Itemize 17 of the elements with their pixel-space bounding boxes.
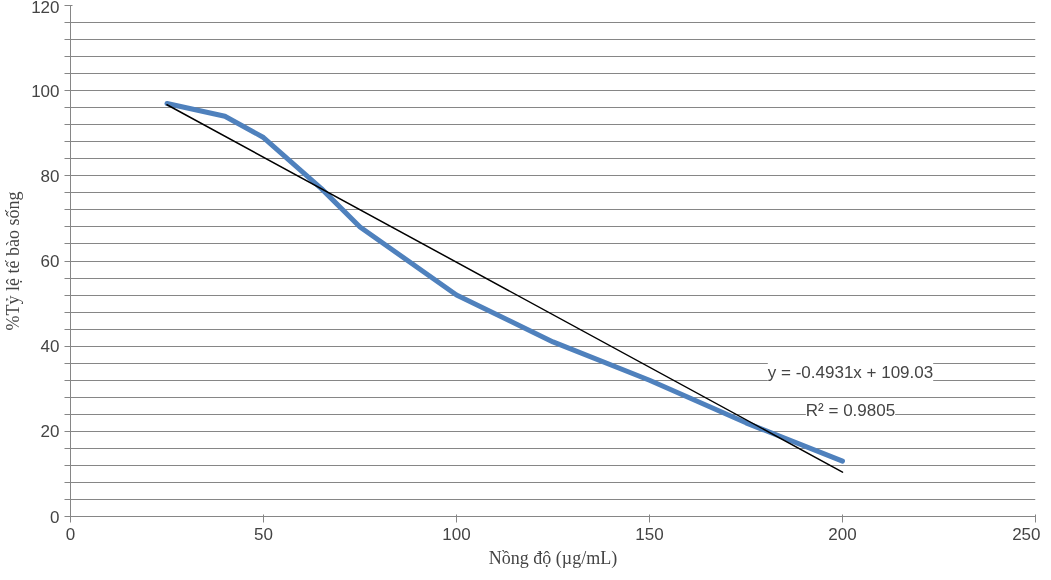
x-tick-label: 150 xyxy=(635,524,664,544)
annotation: R² = 0.9805 xyxy=(805,400,896,420)
annotation: y = -0.4931x + 109.03 xyxy=(767,362,934,382)
x-tick-label: 250 xyxy=(1012,524,1041,544)
x-tick-label: 0 xyxy=(65,524,76,544)
y-tick-label: 100 xyxy=(31,81,60,101)
y-tick-label: 80 xyxy=(40,166,60,186)
x-axis-title: Nồng độ (µg/mL) xyxy=(488,547,618,569)
y-tick-label: 120 xyxy=(31,0,60,17)
y-tick-label: 40 xyxy=(40,337,60,357)
x-tick-label: 50 xyxy=(254,524,273,544)
y-tick-label: 0 xyxy=(50,507,60,527)
y-axis-title: %Tỷ lệ tế bào sống xyxy=(3,191,24,331)
x-tick-label: 100 xyxy=(442,524,471,544)
y-tick-label: 60 xyxy=(40,252,60,271)
y-tick-label: 20 xyxy=(40,422,60,442)
x-tick-label: 200 xyxy=(828,524,857,544)
